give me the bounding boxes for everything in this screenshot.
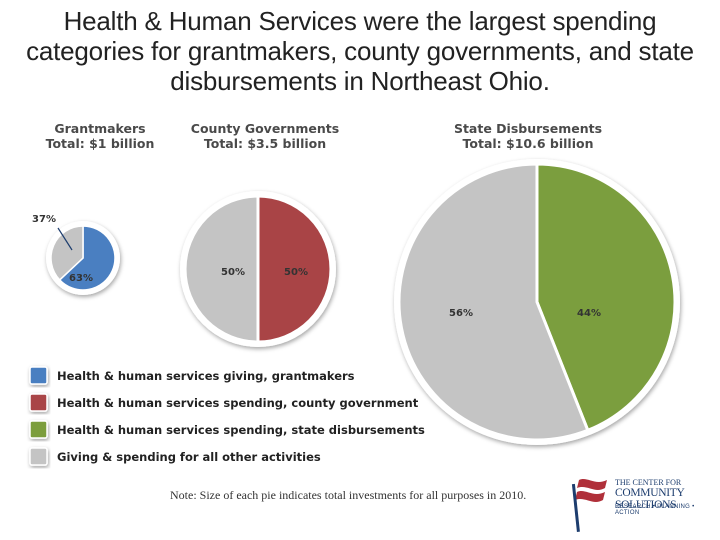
slice-label-state-disbursements-2: 56%: [449, 308, 473, 319]
pie-slice-grantmakers-1: [58, 225, 116, 291]
legend-swatch-4: [29, 447, 48, 466]
pie-slice-grantmakers-2: [50, 225, 84, 281]
logo-line-2: COMMUNITY SOLUTIONS: [615, 487, 685, 511]
center-for-community-solutions-logo: THE CENTER FOR COMMUNITY SOLUTIONS RESEA…: [565, 474, 715, 534]
pie-slice-county-governments-2: [183, 194, 260, 344]
slice-label-grantmakers-1: 63%: [69, 273, 93, 284]
logo-line-1: THE CENTER FOR: [615, 478, 682, 487]
legend-label-1: Health & human services giving, grantmak…: [57, 369, 355, 383]
legend-label-4: Giving & spending for all other activiti…: [57, 450, 321, 464]
pie-slice-state-disbursements-2: [397, 162, 590, 442]
pie-subtitle-state-disbursements: Total: $10.6 billion: [463, 136, 594, 151]
pie-title-state-disbursements: State Disbursements: [454, 121, 602, 136]
slice-label-county-governments-1: 50%: [284, 267, 308, 278]
legend-swatch-2: [29, 393, 48, 412]
headline-line-3: disbursements in Northeast Ohio.: [170, 66, 550, 96]
size-note: Note: Size of each pie indicates total i…: [170, 488, 527, 502]
pie-title-county-governments: County Governments: [191, 121, 339, 136]
legend-swatch-1: [29, 366, 48, 385]
logo-line-3: RESEARCH • PLANNING • ACTION: [615, 504, 695, 516]
chart-headline: Health & Human Services were the largest…: [0, 6, 720, 96]
pie-state-disbursements: [394, 159, 680, 445]
pie-county-governments: [180, 191, 336, 347]
pie-slice-state-disbursements-1: [535, 162, 677, 433]
pie-grantmakers: [46, 221, 120, 295]
headline-line-2: categories for grantmakers, county gover…: [26, 36, 694, 66]
pie-slice-county-governments-1: [256, 194, 333, 344]
leader-line-grantmakers: [57, 227, 73, 251]
legend-label-2: Health & human services spending, county…: [57, 396, 419, 410]
legend-label-3: Health & human services spending, state …: [57, 423, 425, 437]
slice-label-grantmakers-2: 37%: [32, 214, 56, 225]
legend-swatch-3: [29, 420, 48, 439]
flag-icon: [571, 479, 607, 532]
pie-subtitle-county-governments: Total: $3.5 billion: [204, 136, 326, 151]
slice-label-county-governments-2: 50%: [221, 267, 245, 278]
slice-label-state-disbursements-1: 44%: [577, 308, 601, 319]
headline-line-1: Health & Human Services were the largest…: [63, 6, 657, 36]
pie-subtitle-grantmakers: Total: $1 billion: [46, 136, 155, 151]
pie-title-grantmakers: Grantmakers: [54, 121, 145, 136]
